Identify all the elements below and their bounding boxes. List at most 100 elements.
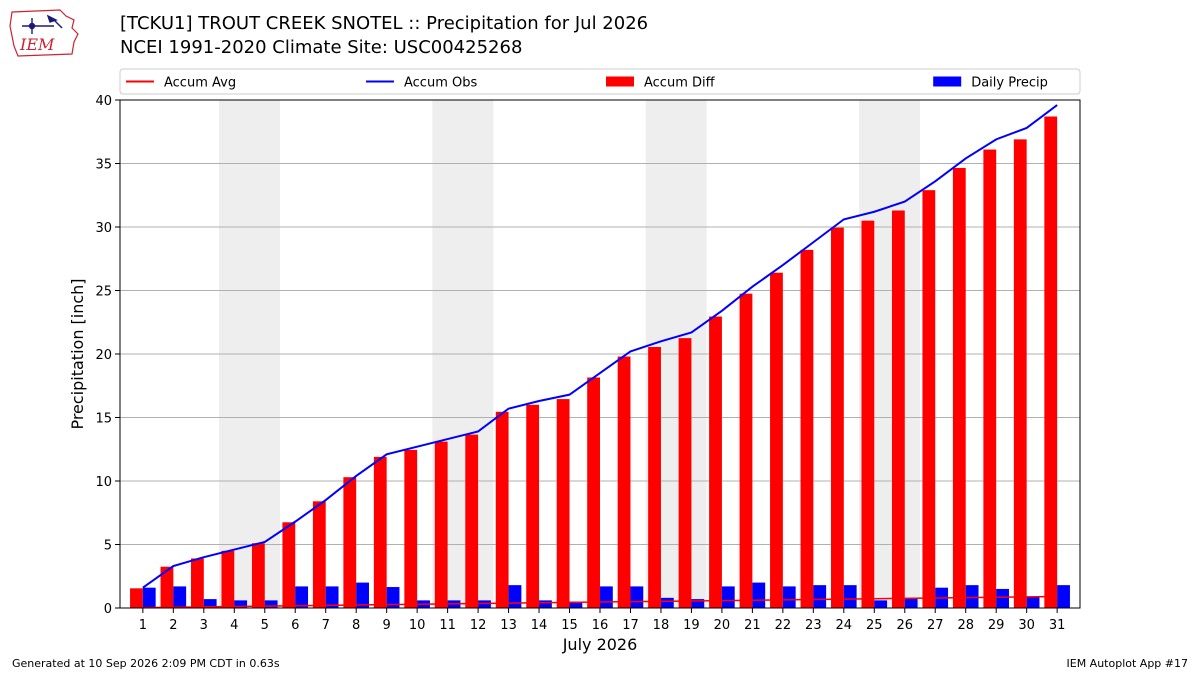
accum-diff-bar — [191, 558, 204, 608]
accum-diff-bar — [282, 522, 296, 608]
x-tick-label: 5 — [261, 618, 269, 633]
logo-text: IEM — [19, 35, 55, 54]
accum-diff-bar — [556, 399, 570, 608]
x-tick-label: 11 — [439, 618, 456, 633]
accum-diff-bar — [465, 434, 479, 608]
x-tick-label: 21 — [744, 618, 761, 633]
y-axis-label: Precipitation [inch] — [68, 278, 87, 429]
x-tick-label: 27 — [927, 618, 944, 633]
y-tick-label: 35 — [95, 158, 112, 173]
y-tick-label: 5 — [104, 539, 112, 554]
daily-precip-bar — [721, 586, 735, 608]
accum-diff-bar — [891, 210, 905, 609]
x-tick-label: 9 — [383, 618, 391, 633]
accum-diff-bar — [861, 220, 875, 608]
daily-precip-bar — [234, 600, 248, 608]
daily-precip-bar — [691, 599, 705, 608]
accum-diff-bar — [312, 501, 326, 608]
x-tick-label: 30 — [1018, 618, 1035, 633]
x-tick-label: 31 — [1049, 618, 1066, 633]
x-tick-label: 17 — [622, 618, 639, 633]
legend-label: Daily Precip — [971, 76, 1048, 91]
x-tick-label: 16 — [592, 618, 609, 633]
accum-diff-bar — [983, 149, 997, 608]
daily-precip-bar — [295, 586, 309, 608]
accum-diff-bar — [373, 456, 387, 608]
accum-diff-bar — [404, 449, 418, 608]
legend-item: Accum Diff — [606, 76, 716, 91]
daily-precip-bar — [142, 587, 156, 608]
x-tick-label: 29 — [988, 618, 1005, 633]
daily-precip-bar — [904, 597, 918, 608]
y-tick-label: 30 — [95, 221, 112, 236]
accum-diff-bar — [1013, 139, 1027, 608]
daily-precip-bar — [660, 597, 674, 608]
x-tick-label: 10 — [409, 618, 426, 633]
x-tick-label: 7 — [322, 618, 330, 633]
legend-swatch-bar — [606, 76, 634, 87]
accum-diff-bar — [678, 338, 692, 608]
accum-diff-bar — [587, 377, 600, 608]
y-tick-label: 40 — [95, 94, 112, 109]
y-tick-label: 25 — [95, 285, 112, 300]
daily-precip-bar — [965, 585, 979, 608]
accum-diff-bar — [495, 411, 509, 608]
daily-precip-bar — [508, 585, 522, 608]
legend-swatch-bar — [933, 76, 962, 87]
daily-precip-bar — [173, 586, 187, 608]
daily-precip-bar — [782, 586, 796, 608]
x-tick-label: 19 — [683, 618, 700, 633]
x-tick-label: 1 — [139, 618, 147, 633]
y-tick-label: 10 — [95, 475, 112, 490]
accum-diff-bars — [130, 116, 1058, 609]
legend-item: Accum Avg — [126, 76, 236, 91]
y-tick-label: 0 — [104, 602, 112, 617]
x-tick-label: 14 — [531, 618, 548, 633]
legend-label: Accum Diff — [644, 76, 716, 91]
accum-diff-bar — [952, 167, 966, 608]
accum-obs-line — [142, 104, 1058, 589]
daily-precip-bar — [1026, 596, 1040, 608]
legend-item: Daily Precip — [933, 76, 1048, 91]
x-tick-label: 24 — [836, 618, 853, 633]
daily-precip-bar — [569, 601, 583, 608]
daily-precip-bar — [325, 586, 339, 608]
x-tick-label: 2 — [169, 618, 177, 633]
accum-diff-bar — [160, 566, 174, 608]
daily-precip-bar — [264, 600, 278, 608]
accum-diff-bar — [526, 404, 540, 608]
legend-box — [119, 68, 1081, 95]
daily-precip-bar — [752, 582, 766, 608]
daily-precip-bar — [874, 600, 888, 608]
x-tick-label: 12 — [470, 618, 487, 633]
autoplot-app-label: IEM Autoplot App #17 — [1066, 657, 1189, 670]
x-tick-label: 6 — [291, 618, 299, 633]
x-tick-label: 8 — [352, 618, 360, 633]
daily-precip-bar — [843, 585, 857, 608]
accum-diff-bar — [1044, 116, 1058, 608]
accum-diff-bar — [617, 356, 631, 608]
accum-diff-bar — [709, 316, 722, 608]
legend-label: Accum Avg — [164, 76, 236, 91]
accum-diff-bar — [130, 588, 143, 608]
x-tick-label: 22 — [775, 618, 792, 633]
chart-title: [TCKU1] TROUT CREEK SNOTEL :: Precipitat… — [120, 13, 649, 34]
x-tick-label: 26 — [896, 618, 913, 633]
daily-precip-bar — [996, 588, 1009, 608]
x-tick-label: 18 — [653, 618, 670, 633]
generated-timestamp: Generated at 10 Sep 2026 2:09 PM CDT in … — [12, 657, 280, 670]
iem-logo: IEM — [9, 9, 79, 57]
accum-diff-bar — [922, 190, 936, 609]
x-tick-label: 3 — [200, 618, 208, 633]
daily-precip-bar — [386, 587, 400, 608]
x-tick-label: 15 — [561, 618, 578, 633]
accum-diff-bar — [739, 293, 753, 608]
daily-precip-bar — [1057, 585, 1070, 608]
x-tick-label: 20 — [714, 618, 731, 633]
x-axis-ticks: 1 2 3 4 5 6 7 8 9 10 11 12 13 14 15 16 17 18 19 20 21 22 23 24 2… — [139, 608, 1066, 633]
legend-label: Accum Obs — [404, 76, 477, 91]
accum-diff-bar — [648, 347, 661, 608]
x-axis-label: July 2026 — [562, 635, 638, 654]
accum-diff-bar — [770, 272, 783, 608]
